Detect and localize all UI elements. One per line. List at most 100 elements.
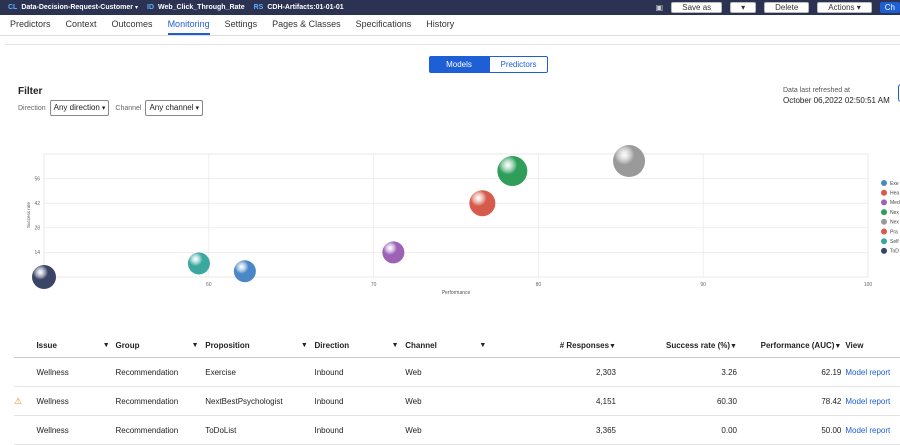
save-as-button[interactable]: Save as — [671, 2, 723, 13]
refresh-button[interactable] — [898, 84, 900, 102]
legend-label[interactable]: Self — [890, 239, 899, 245]
checkout-icon[interactable]: ▣ — [655, 3, 664, 12]
cell-proposition: Exercise — [205, 367, 236, 377]
record-header-bar: CL Data-Decision-Request-Customer ▾ ID We… — [0, 0, 900, 15]
tab-monitoring[interactable]: Monitoring — [167, 15, 210, 35]
y-axis-label: Success rate — [26, 201, 31, 228]
legend-label[interactable]: Nex — [890, 220, 899, 226]
bubble-point[interactable] — [32, 265, 56, 289]
legend-swatch — [881, 199, 887, 206]
direction-select[interactable]: Any direction ▾ — [49, 100, 110, 116]
ruleset-value: CDH-Artifacts:01-01-01 — [267, 4, 344, 11]
cell-success-rate: 3.26 — [721, 367, 737, 377]
legend-swatch — [881, 247, 887, 254]
x-tick-label: 60 — [206, 282, 212, 288]
col-issue[interactable]: Issue — [36, 341, 57, 350]
cell-group: Recommendation — [115, 425, 179, 435]
table-row[interactable]: Wellness Recommendation ToDoList Inbound Web… — [14, 416, 900, 445]
tab-outcomes[interactable]: Outcomes — [111, 19, 153, 29]
predictors-toggle-button[interactable]: Predictors — [489, 56, 548, 73]
tab-predictors[interactable]: Predictors — [10, 19, 51, 29]
col-direction[interactable]: Direction — [314, 341, 350, 350]
filter-icon[interactable]: ▼ — [834, 343, 842, 350]
model-report-link[interactable]: Model report — [845, 425, 891, 435]
col-view: View — [845, 341, 864, 350]
cell-direction: Inbound — [314, 396, 344, 406]
tab-specifications[interactable]: Specifications — [355, 19, 412, 29]
filter-icon[interactable]: ▼ — [300, 342, 308, 349]
col-proposition[interactable]: Proposition — [205, 341, 250, 350]
table-row[interactable]: ⚠ Wellness Recommendation NextBestPsycholog… — [14, 387, 900, 416]
plot-area — [43, 153, 869, 278]
save-as-menu-button[interactable]: ▾ — [730, 2, 757, 13]
col-group[interactable]: Group — [115, 341, 140, 350]
bubble-point[interactable] — [382, 241, 405, 264]
actions-button[interactable]: Actions ▾ — [817, 2, 872, 13]
col-performance[interactable]: Performance (AUC)▼ — [760, 341, 842, 350]
bubble-point[interactable] — [233, 260, 256, 283]
filter-row: Direction Any direction ▾ Channel Any cha… — [18, 100, 209, 116]
x-tick-label: 100 — [864, 282, 873, 288]
tab-settings[interactable]: Settings — [224, 19, 258, 29]
cell-group: Recommendation — [115, 367, 179, 377]
cell-direction: Inbound — [314, 425, 344, 435]
col-responses[interactable]: # Responses▼ — [559, 341, 616, 350]
filter-icon[interactable]: ▼ — [391, 342, 399, 349]
tab-pages-classes[interactable]: Pages & Classes — [272, 19, 341, 29]
cell-responses: 2,303 — [595, 367, 616, 377]
legend-swatch — [881, 180, 887, 186]
col-channel[interactable]: Channel — [405, 341, 437, 350]
monitoring-panel — [5, 44, 900, 434]
cell-performance: 78.42 — [821, 396, 842, 406]
delete-button[interactable]: Delete — [764, 2, 810, 13]
cell-success-rate: 0.00 — [721, 425, 737, 435]
model-report-link[interactable]: Model report — [845, 367, 891, 377]
filter-icon[interactable]: ▼ — [102, 342, 110, 349]
bubble-point[interactable] — [613, 145, 646, 178]
channel-select[interactable]: Any channel ▾ — [145, 100, 204, 116]
legend-label[interactable]: Med — [890, 200, 900, 206]
class-tag: CL — [8, 4, 18, 11]
chevron-down-icon: ▾ — [101, 105, 106, 112]
filter-icon[interactable]: ▼ — [730, 343, 737, 350]
legend-label[interactable]: Pra — [890, 229, 898, 235]
tab-history[interactable]: History — [426, 19, 455, 29]
legend-label[interactable]: Nex — [890, 210, 899, 216]
col-success-rate[interactable]: Success rate (%)▼ — [666, 341, 737, 350]
cell-issue: Wellness — [36, 425, 69, 435]
legend-swatch — [881, 218, 887, 225]
filter-icon[interactable]: ▼ — [479, 342, 487, 349]
cell-proposition: NextBestPsychologist — [205, 396, 283, 406]
x-tick-label: 80 — [536, 282, 542, 288]
tab-context[interactable]: Context — [65, 19, 97, 29]
filter-icon[interactable]: ▼ — [609, 343, 616, 350]
chevron-down-icon: ▾ — [856, 3, 861, 12]
bubble-point[interactable] — [187, 252, 210, 275]
class-value[interactable]: Data-Decision-Request-Customer ▾ — [21, 4, 138, 11]
direction-label: Direction — [18, 104, 46, 112]
legend-label[interactable]: ToD — [890, 249, 899, 255]
table-row[interactable]: Wellness Recommendation Exercise Inbound Web… — [14, 358, 900, 387]
cell-channel: Web — [405, 425, 422, 435]
bubble-point[interactable] — [469, 190, 496, 217]
cell-channel: Web — [405, 367, 422, 377]
bubble-point[interactable] — [497, 156, 528, 187]
filter-icon[interactable]: ▼ — [191, 342, 199, 349]
chevron-down-icon[interactable]: ▾ — [134, 5, 138, 11]
cell-success-rate: 60.30 — [716, 396, 737, 406]
cell-issue: Wellness — [36, 367, 69, 377]
legend-label[interactable]: Hea — [890, 191, 899, 197]
table-header: Issue ▼ Group ▼ Proposition ▼ Direction … — [14, 334, 900, 358]
chevron-down-icon: ▾ — [195, 105, 200, 112]
models-toggle-button[interactable]: Models — [429, 56, 489, 73]
legend-label[interactable]: Exe — [890, 181, 899, 187]
cell-issue: Wellness — [36, 396, 69, 406]
check-in-button[interactable]: Ch — [879, 2, 900, 13]
refresh-info: Data last refreshed at October 06,2022 0… — [783, 86, 890, 106]
filter-title: Filter — [18, 86, 43, 97]
cell-direction: Inbound — [314, 367, 344, 377]
y-tick-label: 42 — [34, 201, 40, 207]
x-tick-label: 70 — [371, 282, 377, 288]
model-report-link[interactable]: Model report — [845, 396, 891, 406]
cell-performance: 50.00 — [821, 425, 842, 435]
